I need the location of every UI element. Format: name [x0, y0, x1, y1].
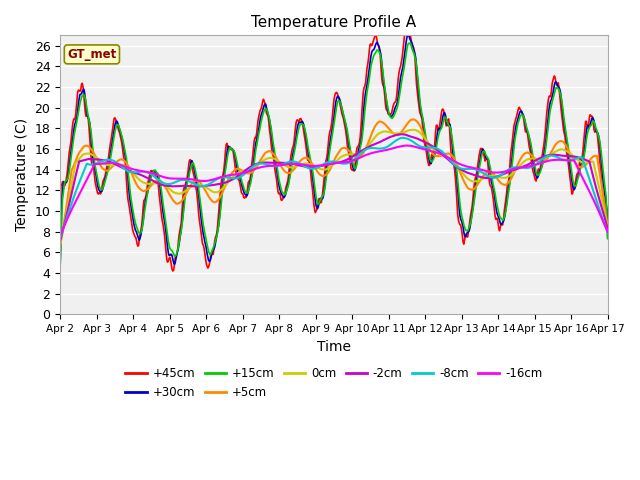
Text: GT_met: GT_met — [67, 48, 116, 61]
X-axis label: Time: Time — [317, 339, 351, 354]
Title: Temperature Profile A: Temperature Profile A — [252, 15, 417, 30]
Y-axis label: Temperature (C): Temperature (C) — [15, 118, 29, 231]
Legend: +45cm, +30cm, +15cm, +5cm, 0cm, -2cm, -8cm, -16cm: +45cm, +30cm, +15cm, +5cm, 0cm, -2cm, -8… — [120, 362, 547, 403]
